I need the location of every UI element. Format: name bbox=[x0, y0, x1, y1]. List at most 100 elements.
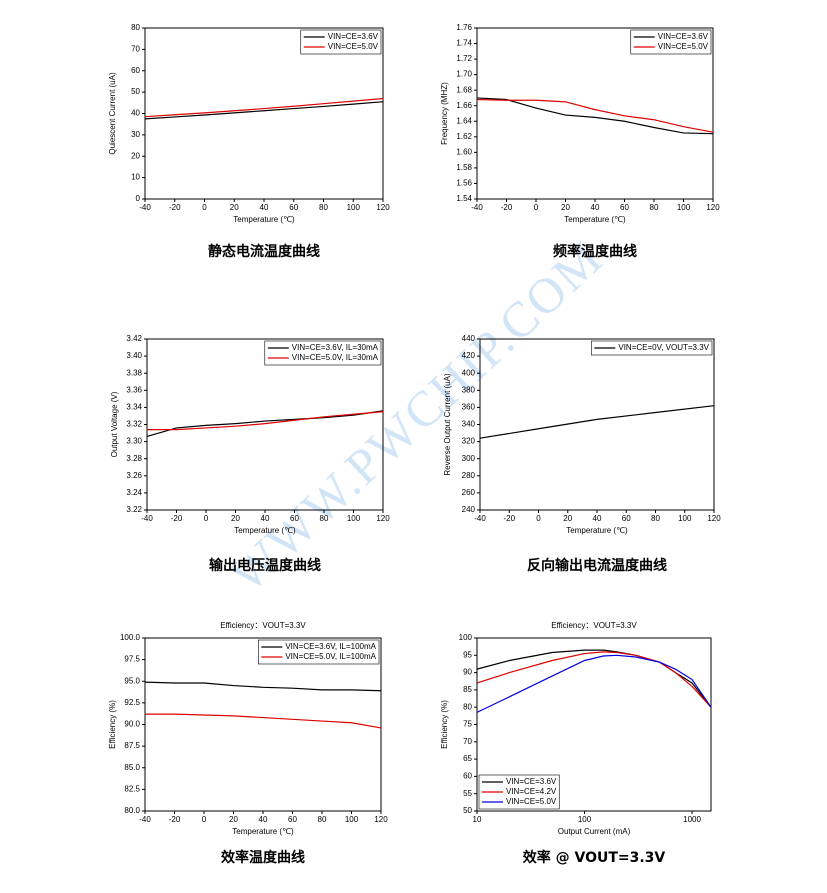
y-tick-label: 240 bbox=[462, 505, 476, 514]
x-tick-label: 60 bbox=[622, 514, 631, 523]
y-tick-label: 70 bbox=[131, 44, 140, 53]
x-tick-label: -40 bbox=[139, 203, 151, 212]
y-tick-label: 280 bbox=[462, 471, 476, 480]
series-line bbox=[144, 681, 382, 692]
y-tick-label: 40 bbox=[131, 109, 140, 118]
legend-label: VIN=CE=5.0V bbox=[658, 42, 709, 51]
y-tick-label: 60 bbox=[131, 66, 140, 75]
x-tick-label: 1000 bbox=[683, 815, 701, 824]
legend-label: VIN=CE=3.6V bbox=[328, 32, 379, 41]
y-tick-label: 55 bbox=[463, 789, 472, 798]
x-axis-label: Temperature (℃) bbox=[232, 827, 294, 836]
watermark: WWW.PWCHIP.COM bbox=[219, 229, 614, 602]
legend-label: VIN=CE=3.6V, IL=100mA bbox=[285, 642, 376, 651]
legend-label: VIN=CE=3.6V bbox=[658, 32, 709, 41]
y-tick-label: 1.74 bbox=[456, 39, 472, 48]
x-tick-label: 80 bbox=[320, 514, 329, 523]
x-axis-label: Temperature (℃) bbox=[564, 215, 626, 224]
y-tick-label: 50 bbox=[131, 87, 140, 96]
y-tick-label: 80 bbox=[131, 23, 140, 32]
x-tick-label: 80 bbox=[318, 815, 327, 824]
y-tick-label: 360 bbox=[462, 403, 476, 412]
series-line bbox=[144, 101, 384, 120]
y-tick-label: 0 bbox=[136, 194, 141, 203]
legend-label: VIN=CE=4.2V bbox=[506, 787, 557, 796]
y-tick-label: 1.64 bbox=[456, 116, 472, 125]
x-tick-label: 20 bbox=[563, 514, 572, 523]
legend-label: VIN=CE=3.6V bbox=[506, 777, 557, 786]
series-line bbox=[145, 713, 382, 729]
x-tick-label: 80 bbox=[650, 203, 659, 212]
y-tick-label: 380 bbox=[462, 385, 476, 394]
y-tick-label: 1.66 bbox=[456, 101, 472, 110]
x-tick-label: -40 bbox=[141, 514, 153, 523]
caption: 输出电压温度曲线 bbox=[209, 557, 321, 574]
y-tick-label: 20 bbox=[131, 151, 140, 160]
series-line bbox=[476, 654, 712, 713]
x-tick-label: 60 bbox=[620, 203, 629, 212]
legend-box bbox=[591, 340, 713, 356]
x-tick-label: 40 bbox=[260, 203, 269, 212]
x-tick-label: -20 bbox=[169, 203, 181, 212]
y-tick-label: 1.58 bbox=[456, 163, 472, 172]
x-tick-label: 60 bbox=[288, 815, 297, 824]
series-line bbox=[476, 97, 714, 135]
y-tick-label: 3.38 bbox=[126, 368, 142, 377]
x-tick-label: 0 bbox=[202, 815, 207, 824]
y-tick-label: 90.0 bbox=[124, 720, 140, 729]
x-tick-label: 120 bbox=[374, 815, 388, 824]
y-axis-label: Frequency (MHZ) bbox=[440, 82, 449, 145]
x-tick-label: 100 bbox=[578, 815, 592, 824]
x-tick-label: 40 bbox=[591, 203, 600, 212]
legend-label: VIN=CE=5.0V bbox=[506, 797, 557, 806]
plot-frame bbox=[479, 338, 715, 511]
y-axis-label: Quiescent Current (uA) bbox=[108, 72, 117, 155]
y-axis-label: Output Voltage (V) bbox=[110, 391, 119, 457]
x-tick-label: 20 bbox=[230, 203, 239, 212]
caption: 静态电流温度曲线 bbox=[208, 243, 320, 260]
y-tick-label: 97.5 bbox=[124, 655, 140, 664]
x-tick-label: 0 bbox=[536, 514, 541, 523]
y-tick-label: 400 bbox=[462, 368, 476, 377]
y-tick-label: 3.34 bbox=[126, 403, 142, 412]
y-tick-label: 1.54 bbox=[456, 194, 472, 203]
series-line bbox=[146, 410, 384, 438]
series-line bbox=[476, 98, 714, 133]
y-tick-label: 3.22 bbox=[126, 505, 142, 514]
x-tick-label: 120 bbox=[706, 203, 720, 212]
y-tick-label: 3.26 bbox=[126, 471, 142, 480]
x-tick-label: -40 bbox=[471, 203, 483, 212]
x-tick-label: -40 bbox=[139, 815, 151, 824]
x-axis-label: Temperature (℃) bbox=[234, 526, 296, 535]
caption: 效率温度曲线 bbox=[221, 849, 305, 866]
x-tick-label: 100 bbox=[677, 203, 691, 212]
x-tick-label: 0 bbox=[534, 203, 539, 212]
y-tick-label: 85.0 bbox=[124, 763, 140, 772]
x-tick-label: 120 bbox=[376, 203, 390, 212]
series-line bbox=[476, 651, 712, 708]
y-tick-label: 3.30 bbox=[126, 437, 142, 446]
x-tick-label: -20 bbox=[501, 203, 513, 212]
x-tick-label: 40 bbox=[259, 815, 268, 824]
x-tick-label: 20 bbox=[561, 203, 570, 212]
x-tick-label: 100 bbox=[678, 514, 692, 523]
legend-label: VIN=CE=5.0V, IL=100mA bbox=[285, 652, 376, 661]
y-tick-label: 80 bbox=[463, 702, 472, 711]
x-tick-label: 10 bbox=[473, 815, 482, 824]
x-tick-label: 80 bbox=[319, 203, 328, 212]
x-tick-label: -20 bbox=[503, 514, 515, 523]
y-tick-label: 1.62 bbox=[456, 132, 472, 141]
y-tick-label: 3.42 bbox=[126, 334, 142, 343]
y-tick-label: 3.32 bbox=[126, 420, 142, 429]
series-line bbox=[147, 411, 384, 431]
y-tick-label: 440 bbox=[462, 334, 476, 343]
y-tick-label: 100 bbox=[459, 633, 473, 642]
y-tick-label: 87.5 bbox=[124, 741, 140, 750]
x-tick-label: 60 bbox=[290, 514, 299, 523]
legend-box bbox=[300, 29, 382, 55]
y-tick-label: 80.0 bbox=[124, 806, 140, 815]
y-tick-label: 75 bbox=[463, 720, 472, 729]
series-line bbox=[144, 97, 384, 118]
x-tick-label: -20 bbox=[171, 514, 183, 523]
y-tick-label: 3.28 bbox=[126, 454, 142, 463]
